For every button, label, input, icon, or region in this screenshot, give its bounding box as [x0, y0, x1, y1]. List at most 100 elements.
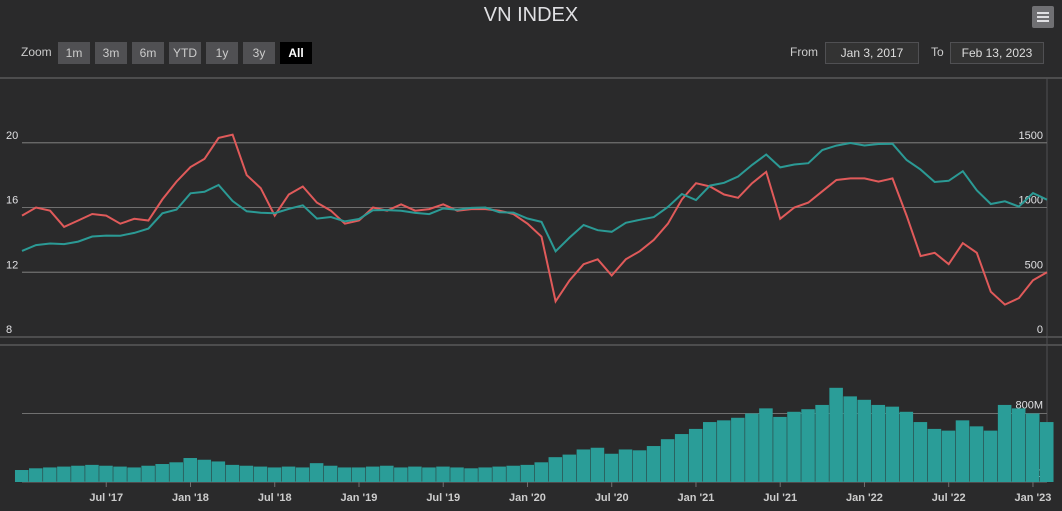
volume-bar [1011, 408, 1026, 482]
x-tick-label: Jul '21 [763, 492, 797, 504]
volume-bar [941, 430, 956, 482]
range-button[interactable]: 1y [206, 42, 238, 64]
volume-bar [590, 447, 605, 482]
volume-bar [688, 428, 703, 482]
range-button[interactable]: 6m [132, 42, 164, 64]
volume-bar [646, 446, 661, 482]
volume-bar [674, 434, 689, 482]
volume-bar [183, 458, 198, 482]
y2-tick-label: 500 [1025, 259, 1043, 271]
volume-bar [478, 467, 492, 482]
x-tick-label: Jan '23 [1015, 492, 1052, 504]
volume-bar [534, 462, 549, 482]
line-series [21, 133, 1048, 306]
volume-bar [983, 430, 998, 482]
range-button[interactable]: 3m [95, 42, 127, 64]
volume-bar [829, 387, 843, 482]
volume-bar [885, 406, 900, 482]
menu-button[interactable] [1032, 6, 1054, 28]
volume-bar [969, 426, 984, 482]
volume-bar [1039, 422, 1054, 482]
range-button[interactable]: 1m [58, 42, 90, 64]
from-label: From [790, 45, 818, 59]
volume-bar [253, 466, 268, 482]
volume-bar [997, 404, 1012, 482]
volume-bar [913, 422, 928, 482]
volume-bar [197, 459, 212, 482]
line-series [21, 141, 1048, 253]
volume-bar [843, 396, 857, 482]
x-tick-label: Jan '22 [846, 492, 883, 504]
range-button[interactable]: YTD [169, 42, 201, 64]
volume-bar [871, 404, 886, 482]
volume-bar [632, 450, 647, 482]
x-tick-label: Jul '20 [595, 492, 629, 504]
volume-bar [731, 417, 745, 482]
volume-bar [57, 466, 71, 482]
volume-bar [717, 420, 731, 482]
y-tick-label: 0 [1037, 468, 1043, 480]
volume-bar [548, 457, 563, 482]
volume-bar [464, 468, 478, 482]
volume-bar [927, 428, 942, 482]
volume-bar [169, 462, 183, 482]
volume-bar [323, 465, 338, 482]
volume-bar [436, 466, 450, 482]
volume-bar [506, 465, 520, 482]
volume-bar [394, 467, 408, 482]
volume-bar [576, 449, 591, 482]
volume-bar [562, 454, 577, 482]
volume-bar [71, 465, 85, 482]
y2-tick-label: 0 [1037, 324, 1043, 336]
to-input[interactable]: Feb 13, 2023 [950, 42, 1044, 64]
volume-bar [351, 467, 366, 482]
x-tick-label: Jul '22 [932, 492, 966, 504]
chart-title: VN INDEX [484, 4, 578, 26]
volume-bar [618, 449, 633, 482]
volume-bar [520, 464, 534, 482]
range-button[interactable]: All [280, 42, 312, 64]
volume-bar [337, 467, 352, 482]
volume-bar [408, 466, 422, 482]
volume-bar [492, 466, 506, 482]
volume-bar [380, 465, 394, 482]
volume-bar [309, 463, 324, 482]
volume-bar [660, 439, 675, 482]
volume-bar [225, 464, 240, 482]
volume-bar [787, 411, 801, 482]
x-tick-label: Jul '18 [258, 492, 292, 504]
volume-bar [43, 467, 57, 482]
volume-bar [155, 464, 169, 482]
y-tick-label: 8 [6, 324, 12, 336]
volume-bar [14, 470, 29, 482]
volume-bar [29, 468, 43, 482]
volume-bar [604, 453, 619, 482]
range-button[interactable]: 3y [243, 42, 275, 64]
volume-bar [1025, 413, 1040, 482]
volume-bar [295, 467, 310, 482]
x-tick-label: Jan '18 [172, 492, 209, 504]
y-tick-label: 16 [6, 195, 18, 207]
volume-bar [239, 465, 254, 482]
x-tick-label: Jan '19 [341, 492, 378, 504]
volume-bar [745, 413, 759, 482]
y-tick-label: 20 [6, 130, 18, 142]
volume-bar [702, 422, 717, 482]
volume-bar [113, 466, 127, 482]
y-tick-label: 12 [6, 259, 18, 271]
volume-bar [366, 466, 380, 482]
volume-bar [141, 465, 155, 482]
x-tick-label: Jul '19 [426, 492, 460, 504]
x-tick-label: Jan '20 [509, 492, 546, 504]
volume-bar [267, 467, 282, 482]
x-tick-label: Jan '21 [678, 492, 715, 504]
y2-tick-label: 1000 [1019, 195, 1043, 207]
from-input[interactable]: Jan 3, 2017 [825, 42, 919, 64]
volume-bar [815, 404, 829, 482]
volume-bar [773, 416, 787, 482]
volume-bar [759, 408, 773, 482]
volume-bar [955, 420, 970, 482]
y2-tick-label: 1500 [1019, 130, 1043, 142]
